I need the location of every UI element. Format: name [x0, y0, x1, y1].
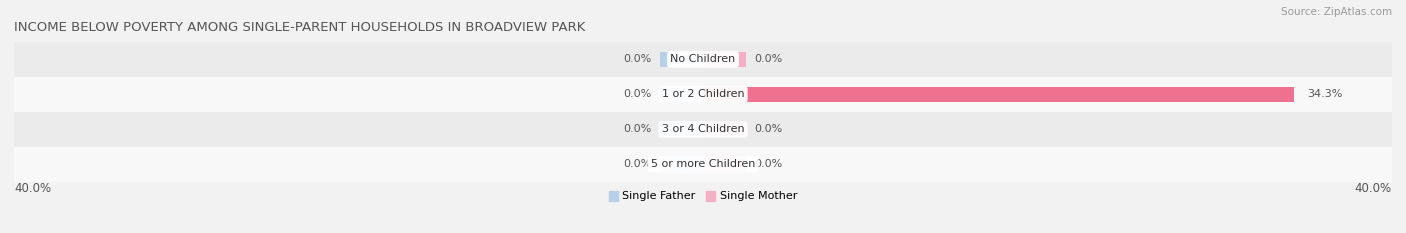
Bar — [659, 51, 703, 67]
Text: 34.3%: 34.3% — [1308, 89, 1343, 99]
Text: 5 or more Children: 5 or more Children — [651, 159, 755, 169]
Text: 0.0%: 0.0% — [755, 159, 783, 169]
Bar — [659, 156, 703, 172]
Text: 1 or 2 Children: 1 or 2 Children — [662, 89, 744, 99]
Bar — [14, 112, 1392, 147]
Bar — [703, 51, 747, 67]
Text: 40.0%: 40.0% — [1355, 182, 1392, 195]
Text: 0.0%: 0.0% — [623, 124, 651, 134]
Text: Source: ZipAtlas.com: Source: ZipAtlas.com — [1281, 7, 1392, 17]
Legend: Single Father, Single Mother: Single Father, Single Mother — [609, 191, 797, 201]
Text: 0.0%: 0.0% — [755, 124, 783, 134]
Bar — [14, 77, 1392, 112]
Bar — [14, 147, 1392, 182]
Text: INCOME BELOW POVERTY AMONG SINGLE-PARENT HOUSEHOLDS IN BROADVIEW PARK: INCOME BELOW POVERTY AMONG SINGLE-PARENT… — [14, 21, 585, 34]
Text: 0.0%: 0.0% — [623, 55, 651, 64]
Text: No Children: No Children — [671, 55, 735, 64]
Bar — [703, 156, 747, 172]
Text: 40.0%: 40.0% — [14, 182, 51, 195]
Bar — [659, 86, 703, 102]
Text: 0.0%: 0.0% — [623, 159, 651, 169]
Bar — [659, 121, 703, 137]
Text: 0.0%: 0.0% — [623, 89, 651, 99]
Text: 3 or 4 Children: 3 or 4 Children — [662, 124, 744, 134]
Bar — [703, 86, 1294, 102]
Text: 0.0%: 0.0% — [755, 55, 783, 64]
Bar — [703, 121, 747, 137]
Bar — [14, 42, 1392, 77]
